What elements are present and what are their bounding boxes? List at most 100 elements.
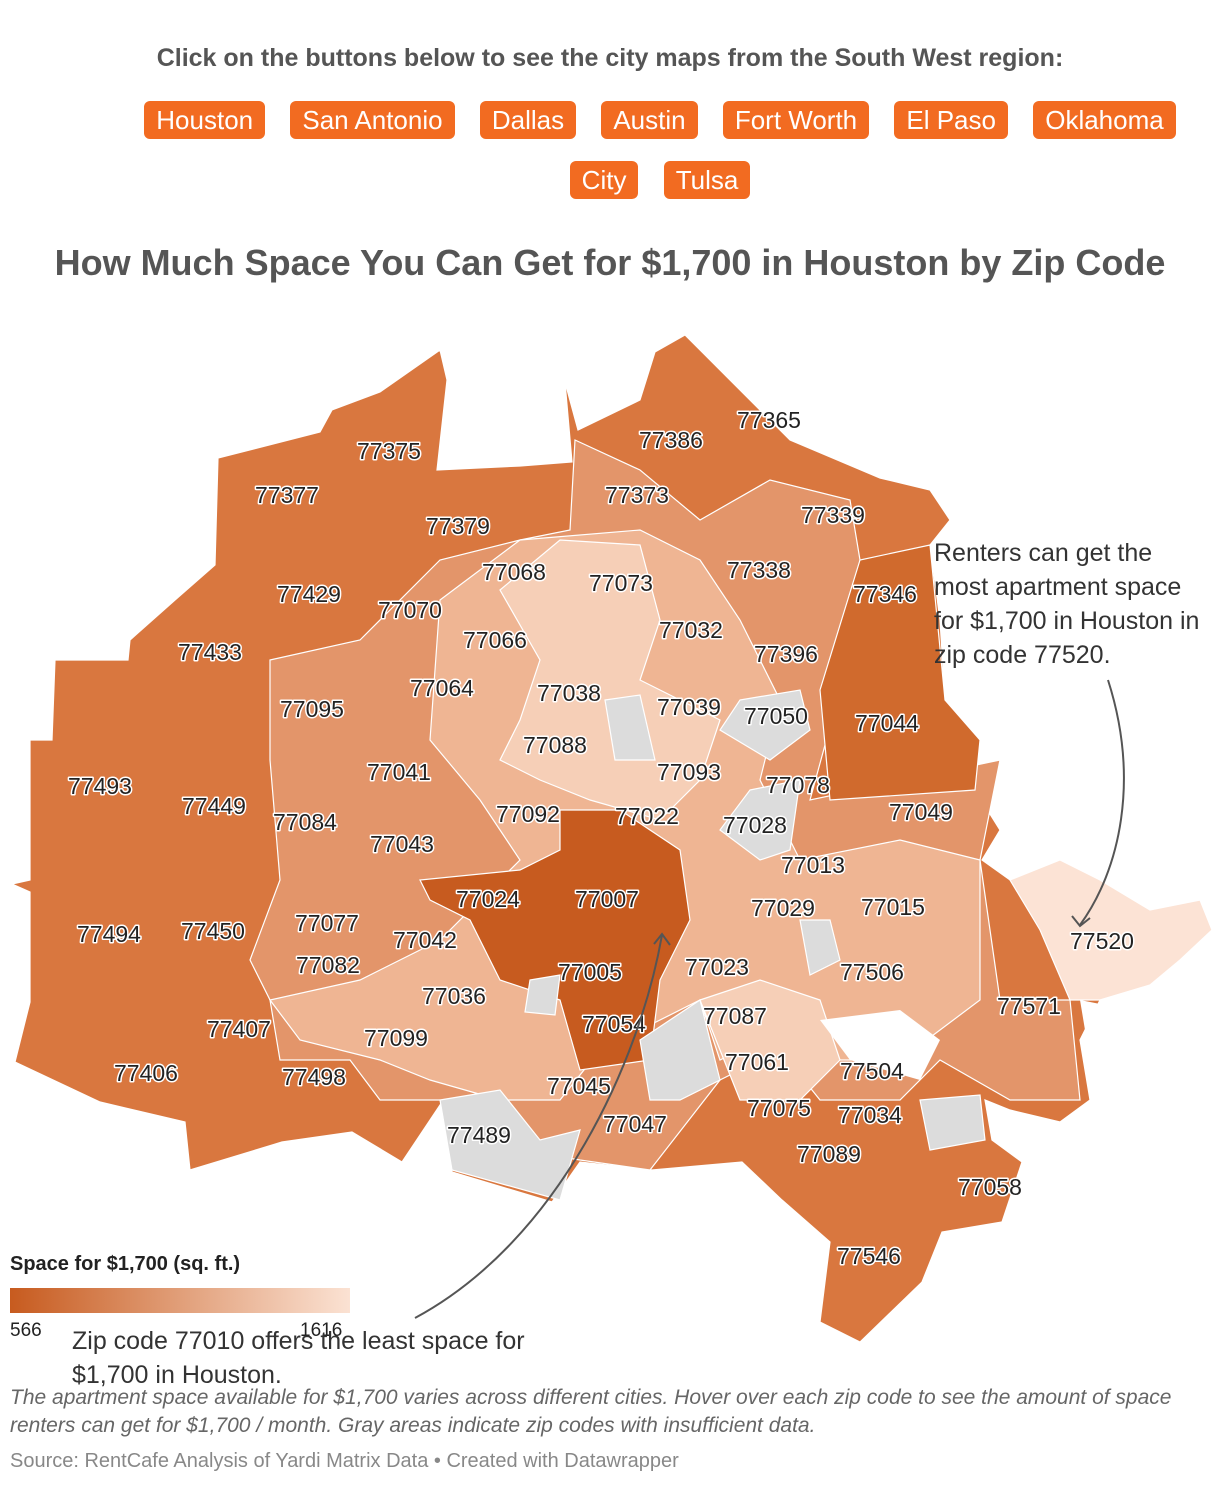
zip-label: 77504: [840, 1058, 904, 1084]
region-dark: [819, 544, 981, 801]
zip-label: 77039: [657, 694, 721, 720]
zip-label: 77433: [178, 639, 242, 665]
zip-label: 77520: [1070, 928, 1134, 954]
legend-max: 1616: [300, 1320, 343, 1341]
bay: [820, 1010, 940, 1080]
zip-label: 77099: [364, 1025, 428, 1051]
zip-label: 77042: [393, 927, 457, 953]
zip-label: 77029: [751, 895, 815, 921]
city-button[interactable]: Fort Worth: [722, 101, 870, 139]
region-gray: [524, 974, 561, 1016]
zip-label: 77377: [255, 482, 319, 508]
zip-label: 77044: [855, 710, 919, 736]
zip-label: 77375: [357, 438, 421, 464]
region-gray: [719, 779, 801, 861]
map-title: How Much Space You Can Get for $1,700 in…: [54, 242, 1166, 283]
zip-label: 77028: [723, 812, 787, 838]
annotation-arrow: [414, 934, 663, 1319]
zip-label: 77038: [537, 680, 601, 706]
annotation-arrowhead: [1071, 915, 1091, 928]
zip-label: 77058: [958, 1174, 1022, 1200]
zip-label: 77373: [605, 482, 669, 508]
zip-label: 77073: [589, 570, 653, 596]
zip-label: 77045: [547, 1073, 611, 1099]
zip-label: 77506: [840, 959, 904, 985]
zip-label: 77095: [280, 696, 344, 722]
zip-labels: 77365 77386 77375 77377 77373 77339 77379 77068…: [67, 406, 1136, 1271]
city-button[interactable]: Austin: [601, 101, 698, 139]
zip-label: 77379: [426, 513, 490, 539]
zip-label: 77061: [725, 1049, 789, 1075]
region-gray: [719, 689, 811, 761]
zip-label: 77546: [837, 1243, 901, 1269]
region-lightest: [1009, 859, 1213, 1001]
annotation: Renters can get the most apartment space…: [934, 539, 1200, 669]
city-button[interactable]: Dallas: [479, 101, 577, 139]
zip-label: 77489: [447, 1122, 511, 1148]
zip-label: 77449: [182, 793, 246, 819]
zip-label: 77022: [615, 803, 679, 829]
water: [820, 1000, 1130, 1080]
zip-label: 77070: [378, 597, 442, 623]
city-button[interactable]: Tulsa: [663, 161, 751, 199]
city-buttons: Houston San Antonio Dallas Austin Fort W…: [130, 90, 1190, 210]
zip-label: 77064: [410, 675, 474, 701]
zip-label: 77043: [370, 831, 434, 857]
region-gray: [919, 1094, 986, 1151]
zip-label: 77068: [482, 559, 546, 585]
zip-label: 77396: [754, 641, 818, 667]
zip-label: 77386: [639, 427, 703, 453]
channel: [1080, 1000, 1130, 1040]
zip-label: 77015: [861, 894, 925, 920]
annotation-arrowhead: [653, 932, 671, 946]
zip-label: 77088: [523, 732, 587, 758]
region-gray: [799, 919, 841, 976]
zip-label: 77407: [207, 1016, 271, 1042]
city-button[interactable]: Houston: [144, 101, 266, 139]
zip-label: 77047: [603, 1111, 667, 1137]
city-button[interactable]: El Paso: [894, 101, 1008, 139]
zip-label: 77406: [114, 1060, 178, 1086]
city-button[interactable]: San Antonio: [290, 101, 455, 139]
zip-label: 77346: [853, 581, 917, 607]
zip-label: 77032: [659, 617, 723, 643]
zip-label: 77087: [703, 1003, 767, 1029]
region-lighter: [699, 979, 841, 1101]
zip-label: 77493: [68, 773, 132, 799]
zip-label: 77494: [77, 921, 141, 947]
zip-label: 77339: [801, 502, 865, 528]
region-dark: [419, 809, 691, 1071]
zip-label: 77429: [277, 581, 341, 607]
zip-label: 77089: [797, 1141, 861, 1167]
regions: [10, 334, 1213, 1343]
description: The apartment space available for $1,700…: [10, 1386, 1172, 1437]
zip-label: 77024: [456, 886, 520, 912]
zip-label: 77041: [367, 759, 431, 785]
zip-label: 77007: [575, 886, 639, 912]
legend-min: 566: [10, 1320, 42, 1341]
zip-label: 77077: [295, 910, 359, 936]
region-gray: [639, 999, 721, 1101]
zip-label: 77023: [685, 954, 749, 980]
annotation-arrow: [1079, 679, 1125, 926]
legend-title: Space for $1,700 (sq. ft.): [10, 1253, 241, 1275]
annotation: Zip code 77010 offers the least space fo…: [72, 1327, 525, 1389]
region-lighter: [499, 539, 721, 821]
region-gray: [604, 694, 656, 761]
zip-label: 77082: [296, 952, 360, 978]
source: Source: RentCafe Analysis of Yardi Matri…: [10, 1450, 679, 1472]
zip-label: 77005: [558, 959, 622, 985]
zip-label: 77450: [181, 918, 245, 944]
zip-label: 77338: [727, 557, 791, 583]
zip-label: 77571: [997, 993, 1061, 1019]
zip-label: 77075: [747, 1095, 811, 1121]
zip-label: 77050: [744, 703, 808, 729]
zip-label: 77365: [737, 407, 801, 433]
zip-label: 77498: [282, 1064, 346, 1090]
region-gray: [439, 1089, 581, 1201]
zip-label: 77034: [838, 1102, 902, 1128]
zip-label: 77084: [273, 809, 337, 835]
zip-label: 77013: [781, 852, 845, 878]
